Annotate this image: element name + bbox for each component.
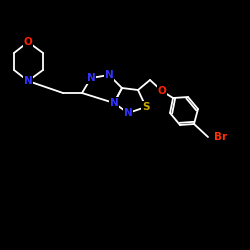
Text: N: N	[110, 98, 118, 108]
Text: O: O	[24, 37, 32, 47]
Text: Br: Br	[214, 132, 227, 142]
Text: N: N	[24, 76, 32, 86]
Text: N: N	[87, 73, 96, 83]
Text: O: O	[158, 86, 166, 96]
Text: S: S	[142, 102, 150, 112]
Text: N: N	[104, 70, 114, 80]
Text: N: N	[124, 108, 132, 118]
